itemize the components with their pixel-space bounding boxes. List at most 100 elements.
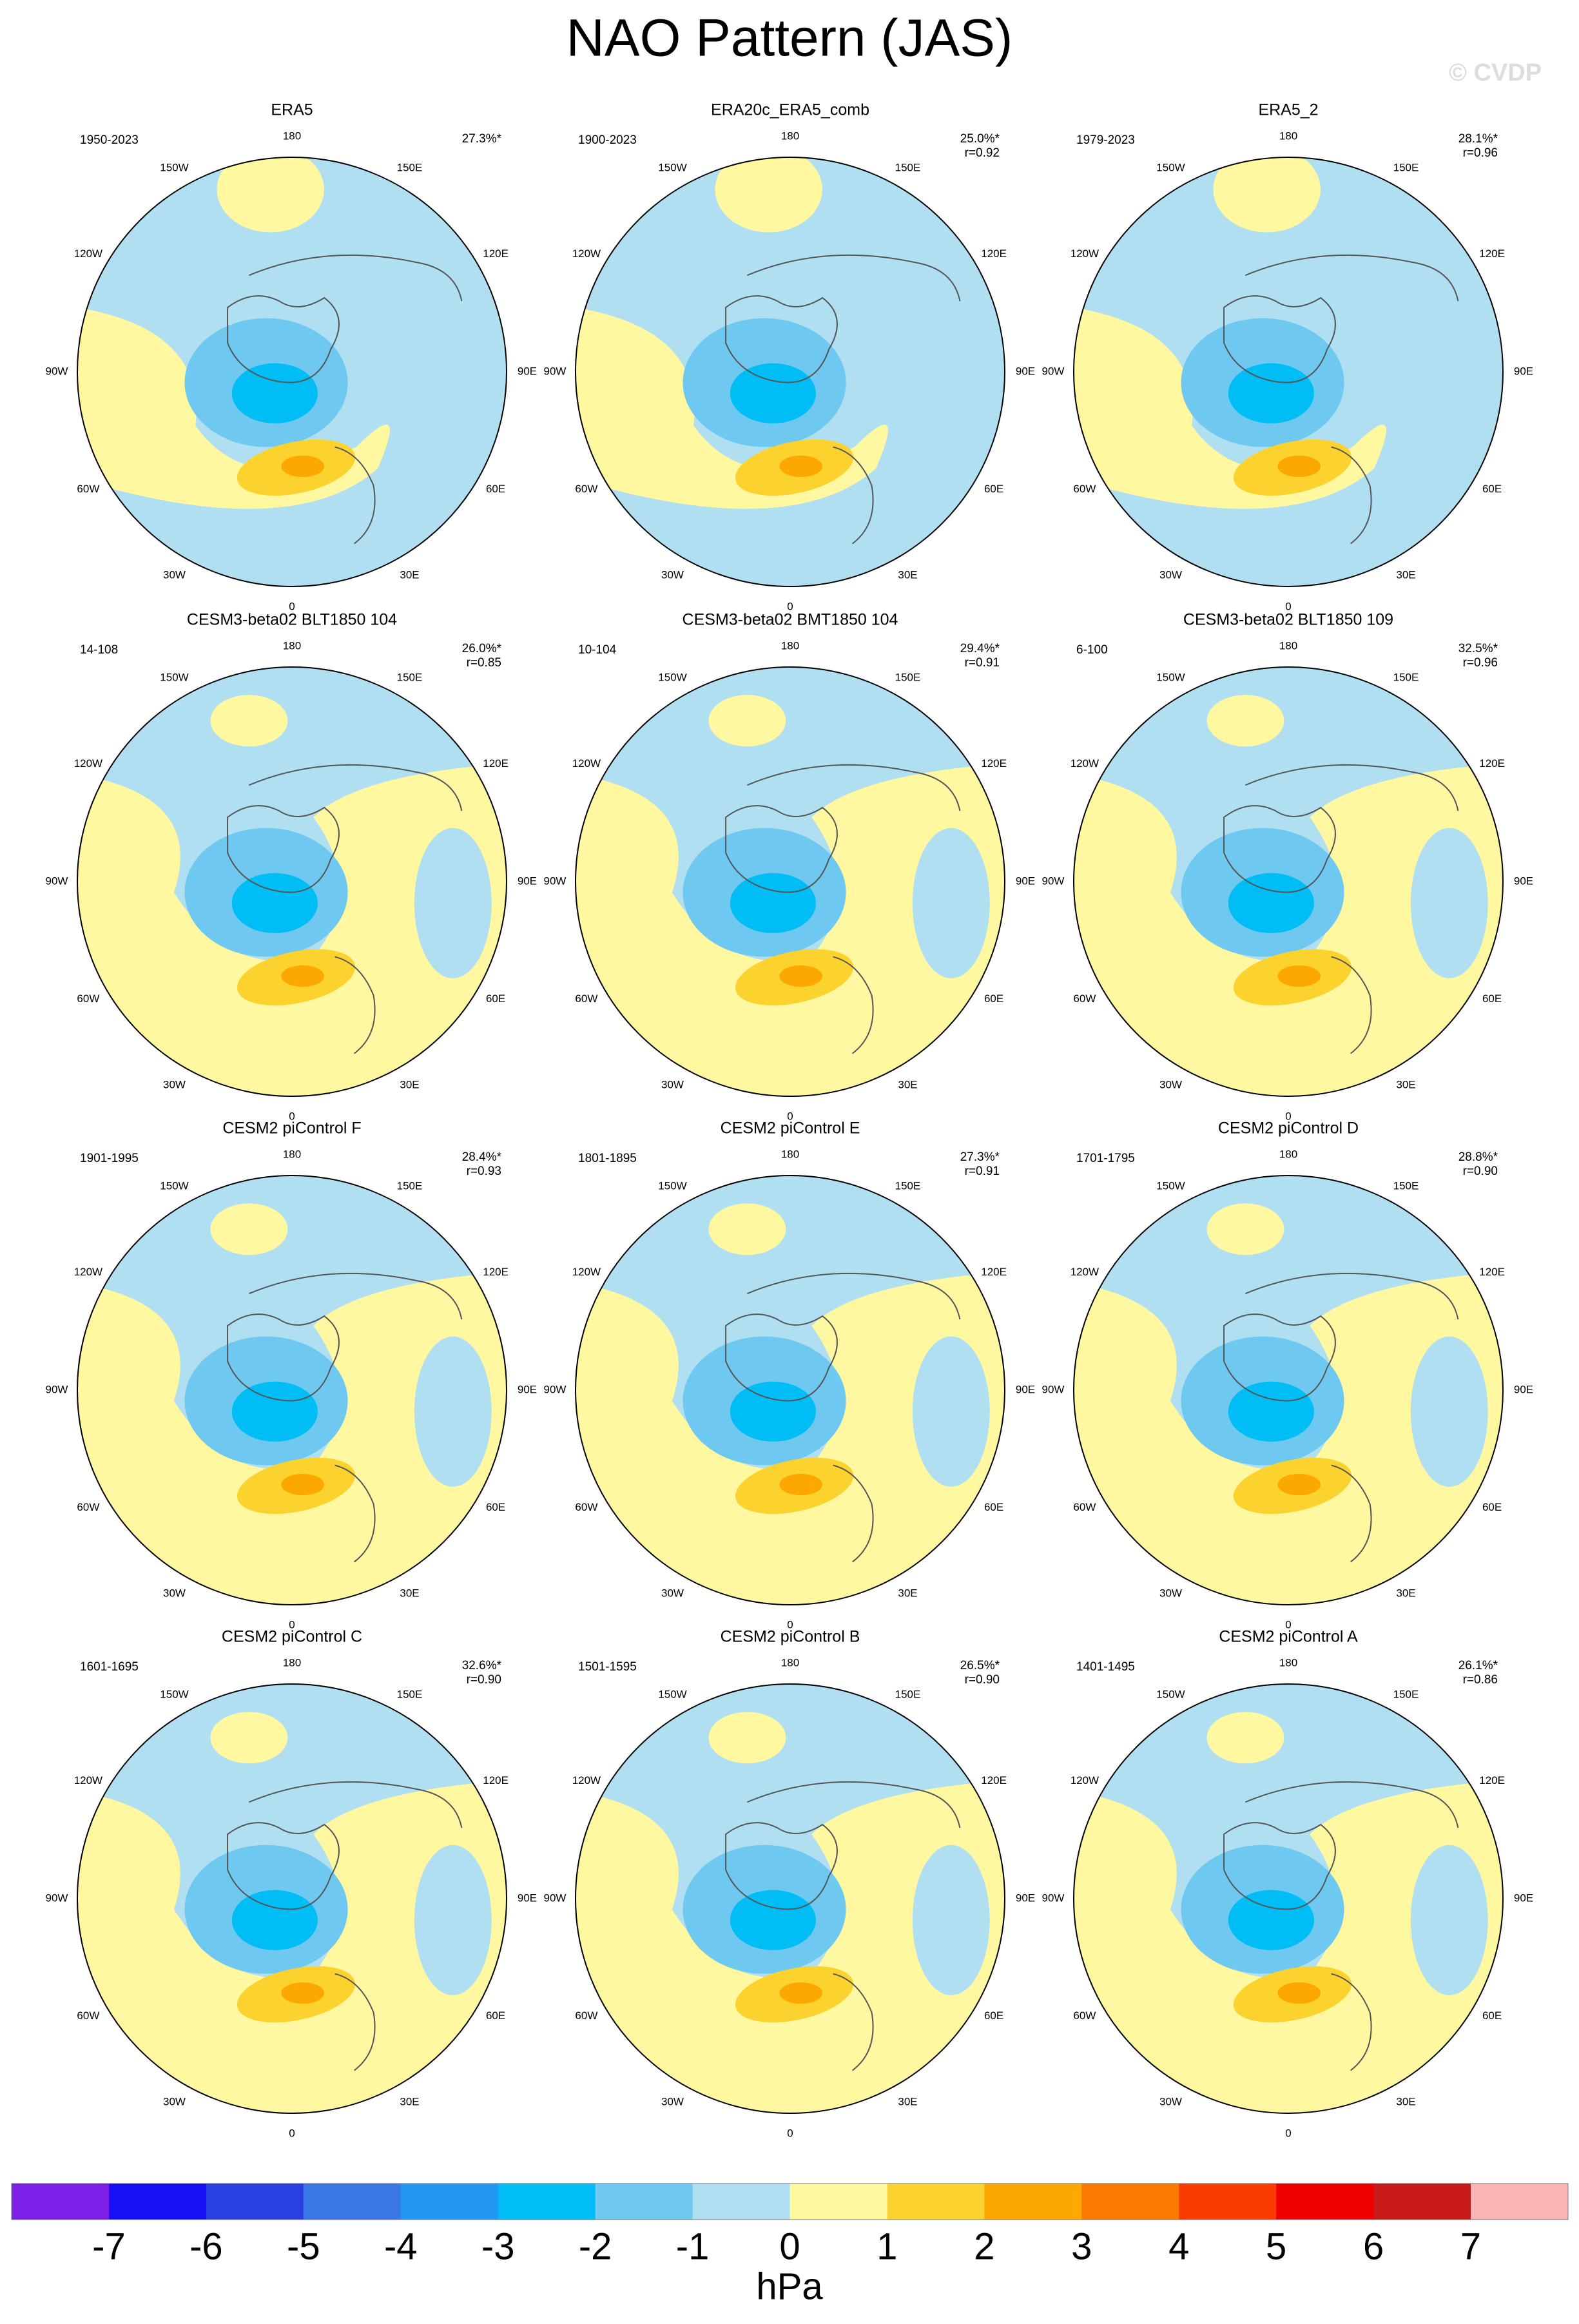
panel-title: CESM2 piControl D bbox=[1218, 1119, 1359, 1138]
map-border bbox=[1073, 666, 1504, 1097]
positive-region bbox=[715, 157, 822, 233]
panel-period: 1900-2023 bbox=[578, 133, 637, 147]
negative-region bbox=[414, 1845, 492, 1995]
panel-period: 1701-1795 bbox=[1076, 1152, 1135, 1165]
longitude-label: 30W bbox=[661, 1587, 684, 1600]
panel-title: ERA5 bbox=[271, 101, 313, 119]
panel-period: 1501-1595 bbox=[578, 1660, 637, 1674]
negative-center bbox=[231, 873, 318, 933]
negative-region bbox=[1410, 828, 1488, 978]
panel-correlation: r=0.96 bbox=[1463, 146, 1498, 160]
longitude-label: 30E bbox=[898, 1079, 917, 1091]
panel-title: CESM2 piControl B bbox=[721, 1628, 860, 1646]
longitude-label: 60E bbox=[984, 2009, 1003, 2022]
colorbar-swatch bbox=[692, 2184, 790, 2220]
positive-center bbox=[779, 965, 822, 987]
panel-title: CESM2 piControl F bbox=[222, 1119, 361, 1138]
coastline bbox=[1223, 764, 1459, 1054]
longitude-label: 60W bbox=[77, 993, 99, 1005]
longitude-label: 150W bbox=[160, 1179, 188, 1192]
negative-region bbox=[414, 1336, 492, 1487]
map-panel: 0 30E 60E 90E 120E 150E 180 150W 120W 90W 60W 30W ER… bbox=[1042, 101, 1534, 613]
longitude-label: 180 bbox=[781, 639, 799, 652]
longitude-label: 90W bbox=[1042, 875, 1065, 887]
longitude-label: 180 bbox=[283, 130, 301, 142]
longitude-label: 180 bbox=[781, 130, 799, 142]
map-panel: 0 30E 60E 90E 120E 150E 180 150W 120W 90W 60W 30W ER… bbox=[544, 101, 1036, 613]
longitude-label: 120W bbox=[74, 247, 102, 260]
negative-region bbox=[576, 667, 1005, 962]
longitude-label: 30E bbox=[1396, 2096, 1415, 2108]
longitude-label: 150W bbox=[658, 1688, 686, 1700]
longitude-label: 120E bbox=[483, 1774, 509, 1787]
longitude-label: 150E bbox=[397, 161, 423, 173]
longitude-label: 90E bbox=[1016, 1383, 1035, 1395]
panel-period: 1401-1495 bbox=[1076, 1660, 1135, 1674]
longitude-label: 30E bbox=[400, 1079, 419, 1091]
negative-region bbox=[912, 828, 990, 978]
colorbar-swatch bbox=[206, 2184, 304, 2220]
longitude-label: 150E bbox=[895, 161, 921, 173]
positive-center bbox=[281, 1473, 324, 1496]
longitude-label: 120E bbox=[981, 1774, 1007, 1787]
longitude-label: 180 bbox=[1279, 1148, 1297, 1160]
longitude-label: 60W bbox=[575, 2009, 597, 2022]
positive-center bbox=[779, 1473, 822, 1496]
longitude-label: 150E bbox=[1393, 671, 1419, 683]
longitude-label: 30W bbox=[661, 569, 684, 581]
panel-variance: 32.6%* bbox=[462, 1659, 502, 1672]
colorbar-swatch bbox=[1081, 2184, 1179, 2220]
negative-center bbox=[231, 1381, 318, 1442]
negative-region bbox=[210, 1712, 288, 1764]
longitude-label: 30E bbox=[400, 2096, 419, 2108]
negative-region bbox=[708, 695, 786, 747]
longitude-label: 60E bbox=[486, 1501, 505, 1513]
longitude-label: 60E bbox=[984, 483, 1003, 495]
negative-region bbox=[1074, 1684, 1503, 1979]
longitude-label: 60W bbox=[575, 993, 597, 1005]
longitude-label: 0 bbox=[787, 600, 793, 612]
longitude-label: 90E bbox=[1016, 365, 1035, 377]
colorbar-label: -2 bbox=[579, 2225, 612, 2267]
panel-title: CESM3-beta02 BLT1850 109 bbox=[1183, 611, 1393, 629]
panel-correlation: r=0.93 bbox=[467, 1165, 501, 1178]
longitude-label: 90W bbox=[1042, 1892, 1065, 1904]
panel-variance: 26.1%* bbox=[1458, 1659, 1498, 1672]
positive-center bbox=[281, 455, 324, 478]
panel-period: 1901-1995 bbox=[80, 1152, 139, 1165]
map-panel: 0 30E 60E 90E 120E 150E 180 150W 120W 90W 60W 30W CE… bbox=[46, 1628, 538, 2140]
map-border bbox=[575, 1683, 1005, 2114]
longitude-label: 180 bbox=[1279, 639, 1297, 652]
colorbar-swatch bbox=[303, 2184, 402, 2220]
longitude-label: 0 bbox=[1285, 2127, 1291, 2139]
colorbar-swatch bbox=[790, 2184, 887, 2220]
longitude-label: 30E bbox=[400, 569, 419, 581]
longitude-label: 90E bbox=[1514, 1383, 1533, 1395]
colorbar-label: 6 bbox=[1363, 2225, 1384, 2267]
map-field bbox=[1074, 1176, 1503, 1605]
longitude-label: 150E bbox=[895, 671, 921, 683]
longitude-label: 60E bbox=[486, 993, 505, 1005]
longitude-label: 120E bbox=[483, 247, 509, 260]
colorbar-swatch bbox=[595, 2184, 693, 2220]
longitude-label: 90E bbox=[1514, 875, 1533, 887]
longitude-label: 180 bbox=[283, 1656, 301, 1669]
map-panel: 0 30E 60E 90E 120E 150E 180 150W 120W 90W 60W 30W ER… bbox=[46, 101, 538, 613]
positive-region bbox=[77, 307, 390, 509]
coastline bbox=[725, 1781, 961, 2071]
longitude-label: 90E bbox=[518, 1892, 537, 1904]
panel-title: ERA5_2 bbox=[1258, 101, 1318, 119]
longitude-label: 120E bbox=[1479, 247, 1505, 260]
map-border bbox=[77, 1683, 507, 2114]
map-border bbox=[575, 1175, 1005, 1605]
map-field bbox=[77, 157, 507, 586]
longitude-label: 0 bbox=[289, 1110, 295, 1122]
negative-region bbox=[912, 1845, 990, 1995]
negative-region bbox=[912, 1336, 990, 1487]
longitude-label: 120W bbox=[1070, 1266, 1099, 1278]
panel-period: 1801-1895 bbox=[578, 1152, 637, 1165]
longitude-label: 0 bbox=[787, 1618, 793, 1631]
negative-center bbox=[1228, 1381, 1314, 1442]
map-field bbox=[576, 667, 1005, 1096]
coastline bbox=[227, 254, 463, 545]
